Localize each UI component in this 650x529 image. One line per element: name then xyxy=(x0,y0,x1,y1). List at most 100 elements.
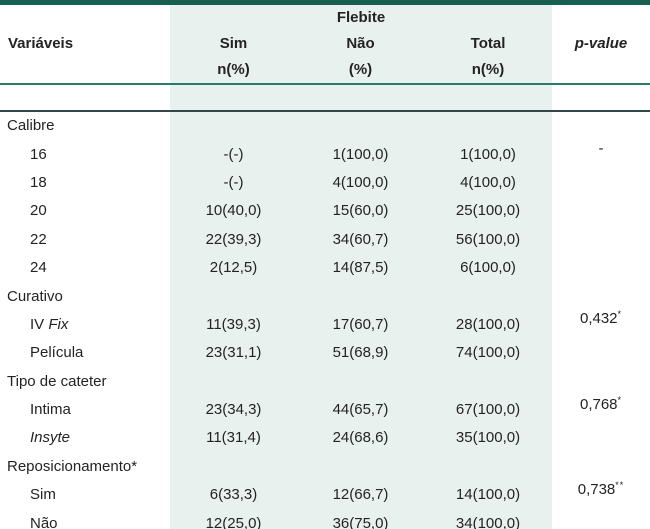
cell-total: 14(100,0) xyxy=(424,480,553,509)
cell-total: 4(100,0) xyxy=(424,168,553,197)
cell-total: 56(100,0) xyxy=(424,225,553,254)
header-row-units: n(%) (%) n(%) xyxy=(0,56,650,84)
cell-sim: 22(39,3) xyxy=(170,225,297,254)
cell-nao xyxy=(297,367,424,396)
column-group-flebite: Flebite xyxy=(170,2,553,30)
row-label: Sim xyxy=(30,486,56,504)
p-value-cell: 0,738** xyxy=(577,479,625,498)
column-subheader-sim: n(%) xyxy=(170,56,297,84)
rule-segment xyxy=(0,82,170,112)
group-header-row: Calibre - xyxy=(0,110,650,157)
group-label: Reposicionamento* xyxy=(7,457,138,475)
cell-sim: 11(31,4) xyxy=(170,423,297,453)
data-row: Película 23(31,1) 51(68,9) 74(100,0) xyxy=(0,338,650,368)
table-body: Calibre -16 -(-) 1(100,0) 1(100,0) 18 -(-) 4(10… xyxy=(0,110,650,529)
p-value-cell: - xyxy=(598,139,604,157)
column-subheader-total: n(%) xyxy=(424,56,553,84)
row-label: IV Fix xyxy=(30,315,69,333)
cell-total: 35(100,0) xyxy=(424,423,553,453)
column-header-variables: Variáveis xyxy=(8,35,74,53)
table-header: Variáveis Flebite p-value Sim Não Total … xyxy=(0,2,650,112)
data-row: Intima 23(34,3) 44(65,7) 67(100,0) xyxy=(0,395,650,424)
cell-total xyxy=(424,281,553,311)
rule-segment xyxy=(297,82,424,112)
data-row: 16 -(-) 1(100,0) 1(100,0) xyxy=(0,139,650,169)
header-row-labels: Sim Não Total xyxy=(0,29,650,57)
cell-total: 1(100,0) xyxy=(424,139,553,169)
cell-sim xyxy=(170,110,297,140)
rule-segment xyxy=(170,82,297,112)
cell-sim: 12(25,0) xyxy=(170,508,297,529)
cell-nao: 4(100,0) xyxy=(297,168,424,197)
cell-sim xyxy=(170,452,297,481)
data-row: 22 22(39,3) 34(60,7) 56(100,0) xyxy=(0,225,650,254)
cell-nao: 34(60,7) xyxy=(297,225,424,254)
row-label: 18 xyxy=(30,173,47,191)
rule-segment xyxy=(552,82,650,112)
cell-nao: 44(65,7) xyxy=(297,395,424,424)
p-value-empty xyxy=(552,197,650,282)
cell-total: 74(100,0) xyxy=(424,338,553,368)
row-label: 20 xyxy=(30,202,47,220)
cell-nao xyxy=(297,452,424,481)
data-row: Sim 6(33,3) 12(66,7) 14(100,0) xyxy=(0,480,650,509)
row-label: 22 xyxy=(30,230,47,248)
cell-nao: 14(87,5) xyxy=(297,253,424,282)
cell-nao xyxy=(297,110,424,140)
column-subheader-nao: (%) xyxy=(297,56,424,84)
data-row: IV Fix 11(39,3) 17(60,7) 28(100,0) xyxy=(0,310,650,339)
cell-total: 6(100,0) xyxy=(424,253,553,282)
group-header-row: Curativo 0,432* xyxy=(0,281,650,327)
row-label: 16 xyxy=(30,145,47,163)
cell-sim: 6(33,3) xyxy=(170,480,297,509)
column-header-p-value: p-value xyxy=(574,35,628,53)
cell-total xyxy=(424,452,553,481)
group-label: Calibre xyxy=(7,117,55,135)
cell-total: 25(100,0) xyxy=(424,196,553,226)
row-label: Insyte xyxy=(30,429,71,447)
cell-nao xyxy=(297,281,424,311)
cell-sim xyxy=(170,367,297,396)
p-value-cell: 0,768* xyxy=(579,394,623,413)
cell-sim: 23(34,3) xyxy=(170,395,297,424)
cell-total xyxy=(424,367,553,396)
cell-nao: 15(60,0) xyxy=(297,196,424,226)
cell-sim: 10(40,0) xyxy=(170,196,297,226)
header-separator-rule xyxy=(0,82,650,112)
column-header-total: Total xyxy=(424,29,553,57)
cell-nao: 24(68,6) xyxy=(297,423,424,453)
column-header-sim: Sim xyxy=(170,29,297,57)
cell-sim xyxy=(170,281,297,311)
group-label: Curativo xyxy=(7,287,63,305)
header-row-group: Variáveis Flebite p-value xyxy=(0,2,650,52)
cell-nao: 36(75,0) xyxy=(297,508,424,529)
cell-nao: 12(66,7) xyxy=(297,480,424,509)
cell-sim: -(-) xyxy=(170,168,297,197)
row-label: 24 xyxy=(30,259,47,277)
cell-total: 34(100,0) xyxy=(424,508,553,529)
cell-nao: 1(100,0) xyxy=(297,139,424,169)
rule-segment xyxy=(424,82,553,112)
data-row: 18 -(-) 4(100,0) 4(100,0) xyxy=(0,168,650,197)
group-label: Tipo de cateter xyxy=(7,372,107,390)
cell-sim: 11(39,3) xyxy=(170,310,297,339)
cell-total: 28(100,0) xyxy=(424,310,553,339)
cell-sim: 2(12,5) xyxy=(170,253,297,282)
row-label: Película xyxy=(30,344,84,362)
row-label: Intima xyxy=(30,401,71,419)
cell-nao: 17(60,7) xyxy=(297,310,424,339)
data-row: 20 10(40,0) 15(60,0) 25(100,0) xyxy=(0,196,650,226)
cell-nao: 51(68,9) xyxy=(297,338,424,368)
cell-sim: -(-) xyxy=(170,139,297,169)
group-header-row: Tipo de cateter 0,768* xyxy=(0,367,650,413)
cell-total xyxy=(424,110,553,140)
cell-total: 67(100,0) xyxy=(424,395,553,424)
p-value-cell: 0,432* xyxy=(579,309,623,328)
cell-sim: 23(31,1) xyxy=(170,338,297,368)
row-label: Não xyxy=(30,514,58,529)
column-header-nao: Não xyxy=(297,29,424,57)
data-row: Não 12(25,0) 36(75,0) 34(100,0) xyxy=(0,508,650,529)
data-row: Insyte 11(31,4) 24(68,6) 35(100,0) xyxy=(0,423,650,453)
